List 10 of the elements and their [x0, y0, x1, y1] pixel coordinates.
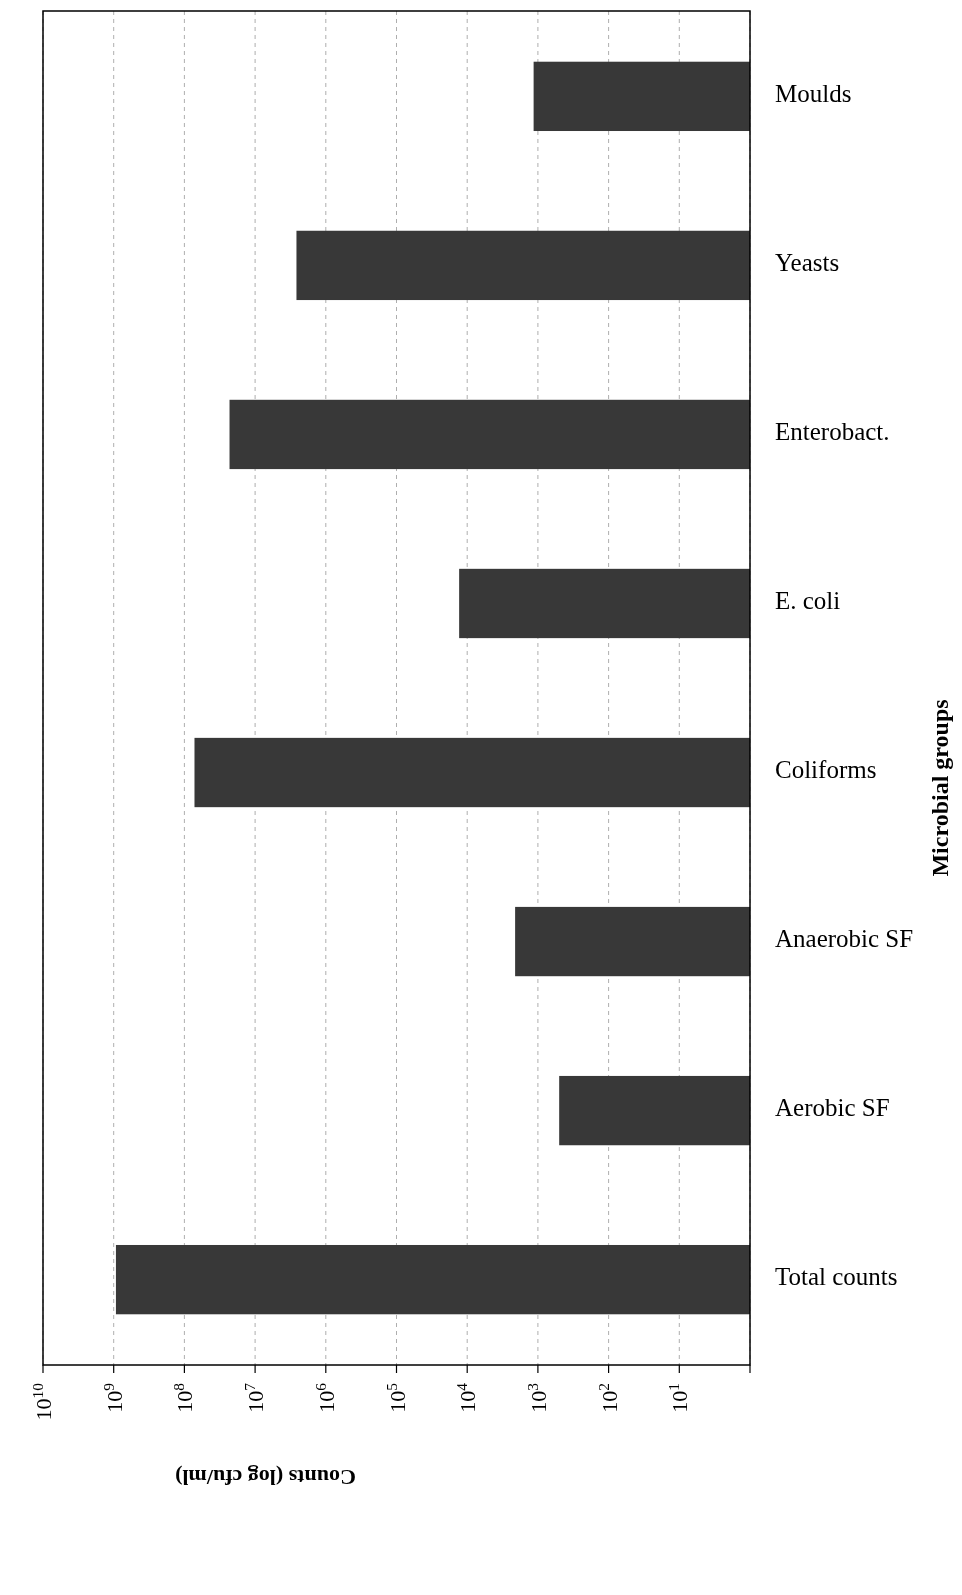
y-tick-label: Moulds [775, 80, 852, 108]
y-tick-label: Coliforms [775, 756, 877, 784]
y-tick-label: E. coli [775, 587, 841, 615]
y-tick-label: Enterobact. [775, 418, 890, 446]
y-tick-label: Anaerobic SF [775, 925, 914, 953]
x-axis-title: Counts (log cfu/ml) [175, 1465, 356, 1490]
y-tick-label: Yeasts [775, 249, 840, 277]
y-tick-label: Aerobic SF [775, 1094, 890, 1122]
y-axis-title: Microbial groups [927, 699, 953, 877]
y-tick-label: Total counts [775, 1263, 898, 1291]
